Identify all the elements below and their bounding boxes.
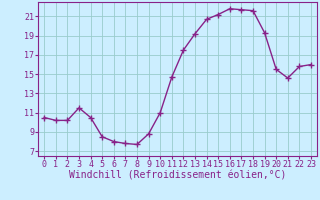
X-axis label: Windchill (Refroidissement éolien,°C): Windchill (Refroidissement éolien,°C) (69, 171, 286, 181)
